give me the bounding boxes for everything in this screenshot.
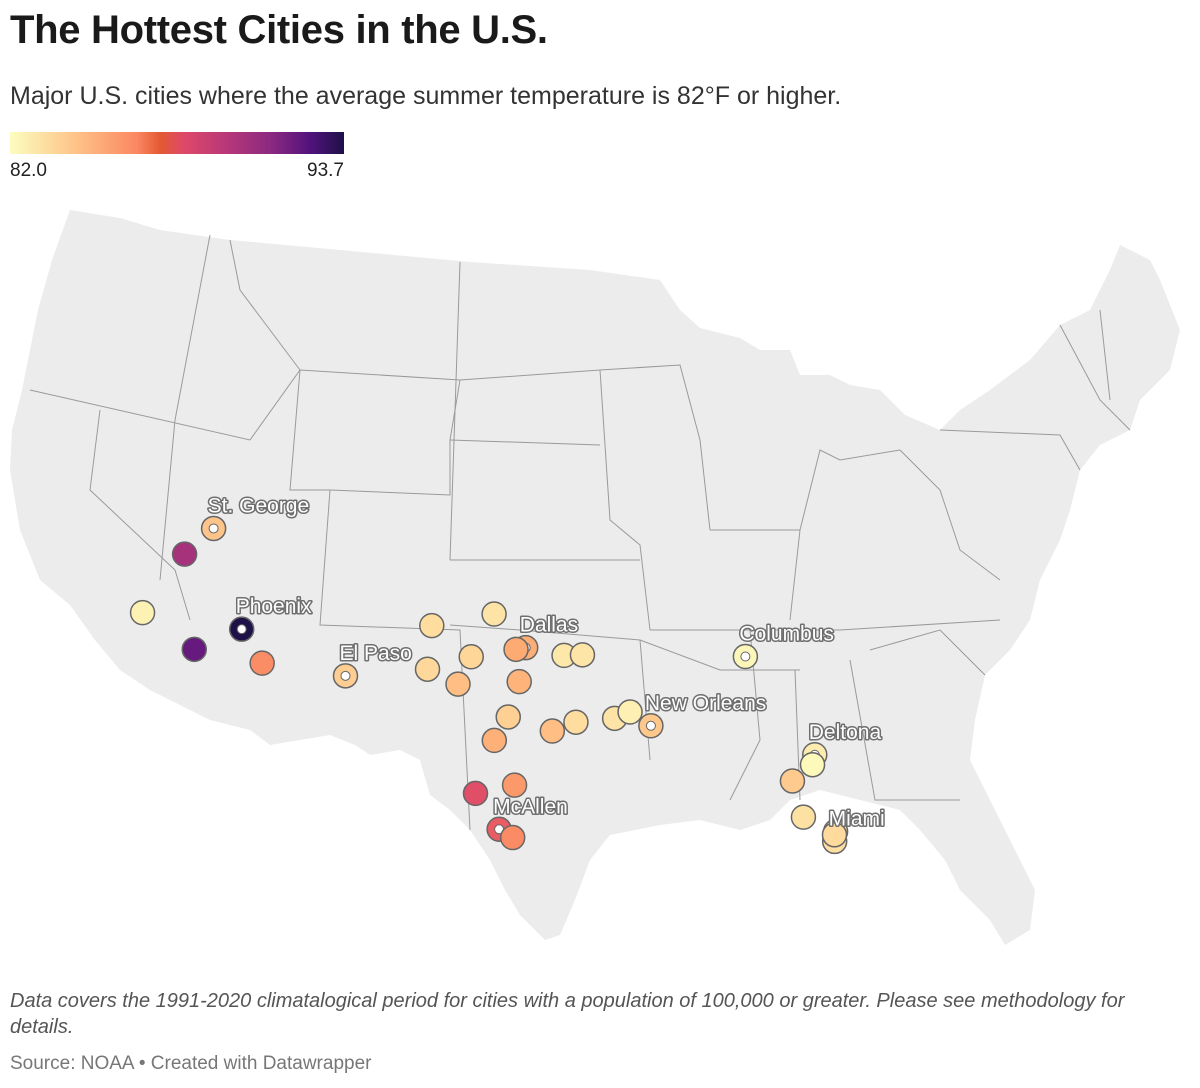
city-label-new-orleans: New Orleans — [645, 692, 766, 715]
state-border-line — [1059, 324, 1131, 431]
state-border-line — [750, 619, 1001, 631]
city-marker-city-32[interactable] — [779, 768, 806, 794]
city-labels: St. George Phoenix El Paso Dallas Columbus Ne… — [206, 493, 886, 832]
chart-subtitle: Major U.S. cities where the average summ… — [10, 82, 842, 110]
land-layer — [10, 210, 1180, 945]
city-marker-city-18[interactable] — [503, 636, 529, 663]
state-border-line — [599, 369, 651, 631]
us-land-shape — [10, 210, 1180, 945]
legend-max-label: 93.7 — [307, 160, 344, 181]
city-marker-city-12[interactable] — [249, 650, 275, 676]
city-marker-city-26[interactable] — [569, 642, 596, 668]
color-legend: 82.0 93.7 — [10, 132, 346, 184]
city-marker-city-11[interactable] — [181, 636, 208, 663]
city-marker-center-columbus — [740, 651, 751, 662]
legend-labels: 82.0 93.7 — [10, 160, 346, 184]
state-border-line — [869, 629, 986, 676]
city-label-dallas: Dallas — [520, 614, 578, 637]
state-border-line — [650, 629, 761, 801]
city-label-el-paso: El Paso — [339, 642, 411, 665]
state-border-line — [229, 239, 301, 371]
state-border-line — [789, 529, 801, 621]
city-marker-center-st-george — [208, 523, 219, 534]
state-borders — [29, 234, 1131, 831]
state-border-line — [159, 234, 211, 581]
city-marker-city-22[interactable] — [501, 772, 528, 798]
chart-title: The Hottest Cities in the U.S. — [10, 8, 548, 52]
state-border-line — [449, 624, 651, 761]
state-border-line — [1099, 309, 1111, 401]
city-label-columbus: Columbus — [739, 623, 834, 646]
city-marker-city-16[interactable] — [458, 644, 484, 670]
city-marker-city-27[interactable] — [539, 718, 566, 744]
state-border-line — [639, 639, 800, 671]
state-border-line — [899, 449, 1001, 581]
state-border-line — [599, 364, 711, 531]
source-line: Source: NOAA • Created with Datawrapper — [10, 1053, 372, 1074]
state-border-line — [89, 409, 191, 621]
footnote: Data covers the 1991-2020 climatalogical… — [10, 990, 1125, 1038]
city-label-mcallen: McAllen — [493, 795, 568, 818]
city-marker-city-31[interactable] — [799, 751, 826, 778]
city-marker-center-phoenix — [236, 624, 247, 635]
state-border-line — [710, 449, 901, 531]
city-marker-center-el-paso — [340, 670, 351, 681]
city-marker-city-10[interactable] — [171, 541, 198, 567]
state-border-line — [849, 659, 960, 801]
city-marker-city-28[interactable] — [563, 709, 589, 735]
city-marker-city-13[interactable] — [419, 612, 445, 639]
city-markers — [129, 515, 849, 855]
state-border-line — [449, 439, 601, 446]
city-label-phoenix: Phoenix — [236, 595, 312, 618]
city-label-st-george: St. George — [208, 494, 310, 517]
city-marker-city-19[interactable] — [506, 668, 532, 695]
city-marker-city-35[interactable] — [821, 822, 848, 848]
state-border-line — [939, 429, 1081, 471]
city-marker-center-new-orleans — [645, 720, 656, 731]
legend-min-label: 82.0 — [10, 160, 47, 181]
us-map: St. George Phoenix El Paso Dallas Columbus Ne… — [10, 210, 1180, 945]
city-label-deltona: Deltona — [809, 721, 882, 744]
state-border-line — [289, 369, 461, 496]
city-marker-city-33[interactable] — [790, 804, 817, 830]
city-marker-city-21[interactable] — [481, 727, 508, 754]
legend-gradient-bar — [10, 132, 344, 154]
city-label-miami: Miami — [829, 807, 885, 830]
city-marker-city-17[interactable] — [481, 601, 507, 627]
city-marker-city-20[interactable] — [495, 704, 521, 730]
city-marker-city-24[interactable] — [499, 824, 526, 851]
state-border-line — [319, 489, 471, 831]
city-marker-city-9[interactable] — [129, 599, 156, 626]
state-border-line — [449, 261, 461, 561]
city-marker-city-14[interactable] — [414, 656, 441, 682]
city-marker-city-30[interactable] — [617, 699, 643, 725]
city-marker-city-15[interactable] — [445, 671, 471, 697]
city-marker-city-23[interactable] — [462, 780, 489, 807]
